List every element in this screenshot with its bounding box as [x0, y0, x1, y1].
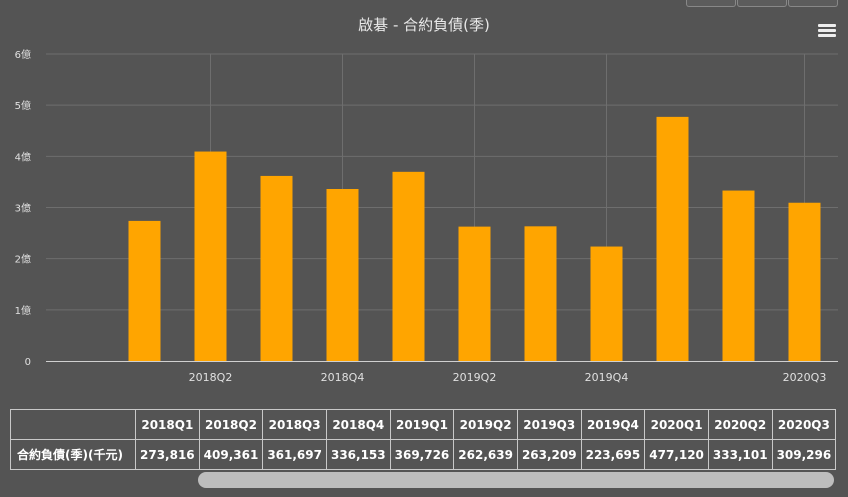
horizontal-scrollbar[interactable] — [198, 472, 834, 488]
bar — [392, 171, 425, 361]
y-tick-label: 5億 — [15, 99, 31, 112]
table-cell: 309,296 — [771, 439, 837, 470]
hamburger-menu-icon[interactable] — [818, 24, 836, 38]
table-header-cell: 2019Q2 — [453, 409, 518, 440]
y-tick-label: 3億 — [15, 202, 31, 215]
bar — [788, 202, 821, 361]
table-cell: 263,209 — [516, 439, 582, 470]
table-header-cell: 2018Q3 — [262, 409, 327, 440]
table-cell: 333,101 — [707, 439, 773, 470]
bar — [590, 246, 623, 361]
bar — [260, 175, 293, 361]
table-cell: 369,726 — [389, 439, 455, 470]
top-tab-2[interactable] — [737, 0, 787, 7]
table-cell: 262,639 — [453, 439, 518, 470]
y-tick-label: 0 — [25, 357, 31, 368]
bar — [656, 116, 689, 361]
x-tick-label: 2018Q4 — [321, 371, 365, 384]
x-tick-label: 2018Q2 — [189, 371, 233, 384]
y-tick-label: 4億 — [15, 150, 31, 163]
table-header-cell: 2018Q4 — [325, 409, 391, 440]
table-header-cell: 2019Q4 — [580, 409, 646, 440]
table-cell: 477,120 — [644, 439, 709, 470]
y-tick-label: 1億 — [15, 304, 31, 317]
x-tick-label: 2020Q3 — [783, 371, 827, 384]
table-cell: 409,361 — [198, 439, 264, 470]
table-row: 合約負債(季)(千元) 273,816 409,361 361,697 336,153… — [10, 439, 837, 470]
table-header-cell: 2020Q2 — [707, 409, 773, 440]
top-tab-strip — [686, 0, 839, 7]
bar — [194, 151, 227, 361]
table-cell: 361,697 — [262, 439, 327, 470]
y-tick-label: 2億 — [15, 253, 31, 266]
bar-chart: 0 1億 2億 3億 4億 5億 6億 2018Q2 2018Q4 2019Q2 2019Q4 202… — [15, 48, 838, 384]
bar — [128, 220, 161, 361]
table-header-cell: 2019Q3 — [516, 409, 582, 440]
table-header-cell: 2018Q1 — [135, 409, 200, 440]
bar — [326, 189, 359, 361]
bar — [722, 190, 755, 361]
table-header-cell: 2019Q1 — [389, 409, 455, 440]
table-cell: 223,695 — [580, 439, 646, 470]
bar — [524, 226, 557, 361]
table-cell: 336,153 — [325, 439, 391, 470]
chart-title: 啟碁 - 合約負債(季) — [358, 16, 490, 34]
table-header-cell: 2020Q3 — [771, 409, 837, 440]
table-header-cell: 2018Q2 — [198, 409, 264, 440]
table-row-label: 合約負債(季)(千元) — [10, 439, 136, 470]
table-corner-cell — [10, 409, 136, 440]
bar — [458, 226, 491, 361]
y-tick-label: 6億 — [15, 48, 31, 61]
data-table: 2018Q1 2018Q2 2018Q3 2018Q4 2019Q1 2019Q2 2019… — [10, 409, 837, 470]
top-tab-3[interactable] — [788, 0, 838, 7]
table-header-cell: 2020Q1 — [644, 409, 709, 440]
table-cell: 273,816 — [135, 439, 200, 470]
x-tick-label: 2019Q2 — [453, 371, 497, 384]
table-header-row: 2018Q1 2018Q2 2018Q3 2018Q4 2019Q1 2019Q2 2019… — [10, 409, 837, 440]
top-tab-1[interactable] — [686, 0, 736, 7]
x-tick-label: 2019Q4 — [585, 371, 629, 384]
